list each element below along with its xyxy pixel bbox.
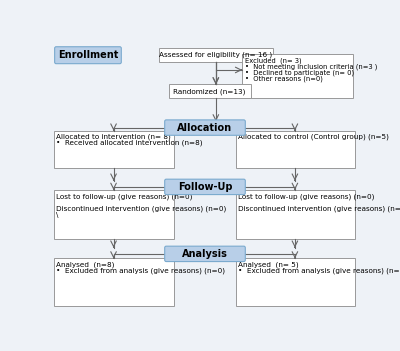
FancyBboxPatch shape [54,258,174,306]
Text: Lost to follow-up (give reasons) (n=0): Lost to follow-up (give reasons) (n=0) [238,193,375,199]
FancyBboxPatch shape [54,131,174,168]
Text: •  Not meeting inclusion criteria (n=3 ): • Not meeting inclusion criteria (n=3 ) [245,64,378,70]
Text: Follow-Up: Follow-Up [178,182,232,192]
Text: Allocated to control (Control group) (n=5): Allocated to control (Control group) (n=… [238,134,389,140]
Text: Discontinued intervention (give reasons) (n=0): Discontinued intervention (give reasons)… [56,205,226,212]
Text: Assessed for eligibility (n= 16 ): Assessed for eligibility (n= 16 ) [159,52,272,59]
FancyBboxPatch shape [158,48,273,62]
FancyBboxPatch shape [168,85,251,98]
Text: •  Excluded from analysis (give reasons) (n=0): • Excluded from analysis (give reasons) … [238,268,400,274]
FancyBboxPatch shape [165,179,245,194]
Text: Analysis: Analysis [182,249,228,259]
FancyBboxPatch shape [54,190,174,239]
FancyBboxPatch shape [236,131,354,168]
Text: Allocation: Allocation [178,122,232,133]
Text: •  Other reasons (n=0): • Other reasons (n=0) [245,75,323,81]
Text: \: \ [56,212,59,218]
FancyBboxPatch shape [242,54,353,98]
Text: Lost to follow-up (give reasons) (n=0): Lost to follow-up (give reasons) (n=0) [56,193,192,199]
Text: Excluded  (n= 3): Excluded (n= 3) [245,58,302,64]
FancyBboxPatch shape [236,258,354,306]
Text: •  Excluded from analysis (give reasons) (n=0): • Excluded from analysis (give reasons) … [56,268,225,274]
Text: Analysed  (n=8): Analysed (n=8) [56,261,114,268]
Text: Analysed  (n= 5): Analysed (n= 5) [238,261,299,268]
Text: Allocated to intervention (n= 8): Allocated to intervention (n= 8) [56,134,171,140]
Text: •  Received allocated intervention (n=8): • Received allocated intervention (n=8) [56,140,203,146]
Text: Discontinued intervention (give reasons) (n=0): Discontinued intervention (give reasons)… [238,205,400,212]
FancyBboxPatch shape [236,190,354,239]
FancyBboxPatch shape [165,120,245,135]
Text: Randomized (n=13): Randomized (n=13) [174,88,246,95]
Text: Enrollment: Enrollment [58,50,118,60]
Text: •  Declined to participate (n= 0): • Declined to participate (n= 0) [245,69,354,76]
FancyBboxPatch shape [165,246,245,261]
FancyBboxPatch shape [55,47,121,64]
